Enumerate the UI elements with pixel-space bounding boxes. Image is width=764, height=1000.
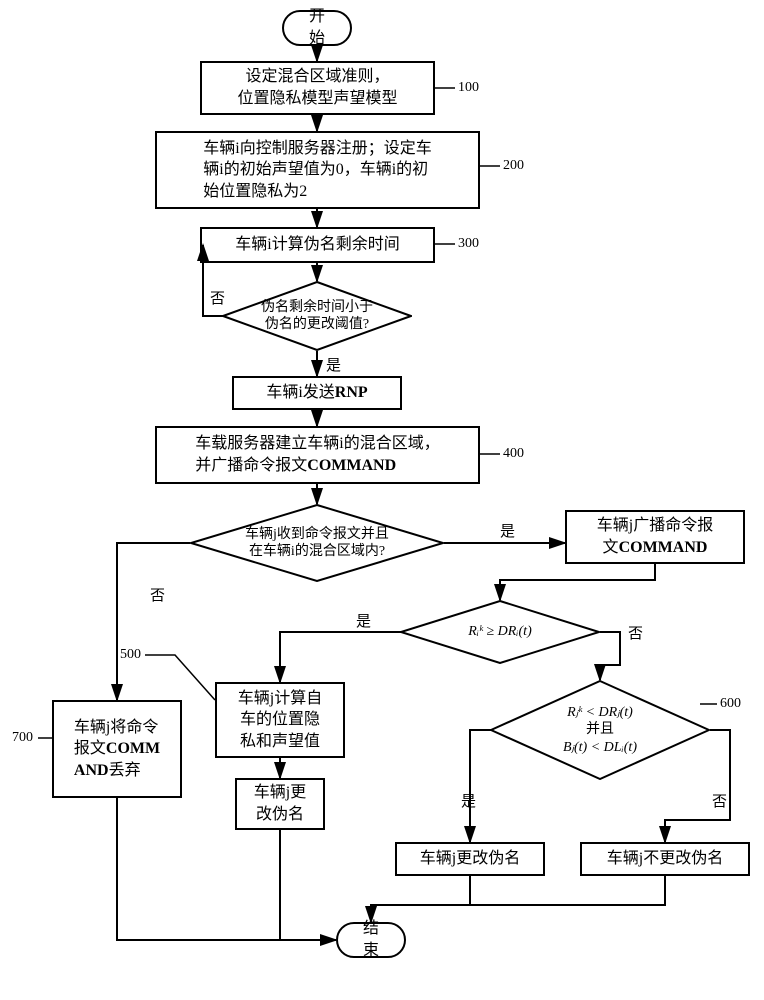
nch-t: 车辆j更改伪名 (420, 848, 520, 870)
node-400: 车载服务器建立车辆i的混合区域， 并广播命令报文COMMAND (155, 426, 480, 484)
diamond-in-zone: 车辆j收到命令报文并且 在车辆i的混合区域内? (190, 504, 444, 582)
n300-t: 车辆i计算伪名剩余时间 (235, 234, 399, 256)
node-change: 车辆j更改伪名 (395, 842, 545, 876)
nrnp-p: 车辆i发送 (266, 384, 334, 401)
diamond-d4: Rⱼᵏ < DRⱼ(t) 并且 Bⱼ(t) < DLᵢ(t) (490, 680, 710, 780)
nnch-t: 车辆j不更改伪名 (607, 848, 723, 870)
n500b-l2: 改伪名 (254, 804, 306, 826)
end-terminal: 结束 (336, 922, 406, 958)
node-nochange: 车辆j不更改伪名 (580, 842, 750, 876)
n200-l1: 车辆i向控制服务器注册；设定车 (203, 138, 431, 160)
lbl-d4-no: 否 (712, 790, 727, 811)
nrnp-b: RNP (335, 384, 368, 401)
node-100: 设定混合区域准则， 位置隐私模型声望模型 (200, 61, 435, 115)
n500a-l2: 车的位置隐 (238, 709, 322, 731)
ref-200: 200 (503, 158, 524, 174)
ref-400: 400 (503, 446, 524, 462)
ref-100: 100 (458, 80, 479, 96)
lbl-d3-no: 否 (628, 622, 643, 643)
lbl-d2-no: 否 (150, 584, 165, 605)
ref-500: 500 (120, 647, 141, 663)
diamond-d3: Rᵢᵏ ≥ DRᵢ(t) (400, 600, 600, 664)
nb-l1: 车辆j广播命令报 (597, 515, 713, 537)
ref-300: 300 (458, 236, 479, 252)
node-500b: 车辆j更 改伪名 (235, 778, 325, 830)
n100-l2: 位置隐私模型声望模型 (237, 88, 397, 110)
lbl-d2-yes: 是 (500, 520, 515, 541)
n700-l2b: COMM (106, 740, 160, 757)
node-500a: 车辆j计算自 车的位置隐 私和声望值 (215, 682, 345, 758)
ref-700: 700 (12, 730, 33, 746)
n700-l1: 车辆j将命令 (74, 717, 160, 739)
nb-l2p: 文 (603, 539, 619, 556)
node-700: 车辆j将命令 报文COMM AND丢弃 (52, 700, 182, 798)
n500b-l1: 车辆j更 (254, 782, 306, 804)
nb-l2b: COMMAND (619, 539, 708, 556)
start-label: 开始 (302, 6, 332, 49)
node-rnp: 车辆i发送RNP (232, 376, 402, 410)
node-broadcast: 车辆j广播命令报 文COMMAND (565, 510, 745, 564)
n700-l2p: 报文 (74, 740, 106, 757)
n400-l1: 车载服务器建立车辆i的混合区域， (195, 433, 439, 455)
lbl-d1-yes: 是 (326, 354, 341, 375)
lbl-d4-yes: 是 (461, 790, 476, 811)
n100-l1: 设定混合区域准则， (237, 66, 397, 88)
n400-l2p: 并广播命令报文 (195, 457, 307, 474)
n700-l3s: 丢弃 (109, 762, 141, 779)
lbl-d1-no: 否 (210, 287, 225, 308)
n700-l3b: AND (74, 762, 109, 779)
lbl-d3-yes: 是 (356, 610, 371, 631)
ref-600: 600 (720, 696, 741, 712)
start-terminal: 开始 (282, 10, 352, 46)
n500a-l3: 私和声望值 (238, 731, 322, 753)
node-300: 车辆i计算伪名剩余时间 (200, 227, 435, 263)
n200-l2: 辆i的初始声望值为0，车辆i的初 (203, 159, 431, 181)
diamond-threshold: 伪名剩余时间小于 伪名的更改阈值? (222, 281, 412, 351)
n200-l3: 始位置隐私为2 (203, 181, 431, 203)
node-200: 车辆i向控制服务器注册；设定车 辆i的初始声望值为0，车辆i的初 始位置隐私为2 (155, 131, 480, 209)
end-label: 结束 (356, 918, 386, 961)
n500a-l1: 车辆j计算自 (238, 688, 322, 710)
n400-l2b: COMMAND (307, 457, 396, 474)
